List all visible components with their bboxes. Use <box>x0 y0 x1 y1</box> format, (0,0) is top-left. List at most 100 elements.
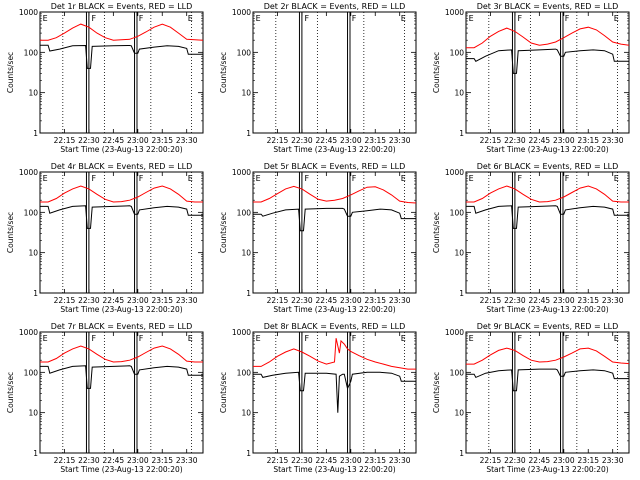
x-tick-label: 23:15 <box>577 456 599 465</box>
flag-label: E <box>43 14 48 23</box>
events-series-line <box>40 365 203 389</box>
x-tick-label: 22:30 <box>504 136 526 145</box>
panel-title: Det 9r BLACK = Events, RED = LLD <box>477 322 619 331</box>
x-tick-label: 22:45 <box>316 456 338 465</box>
y-tick-label: 1 <box>33 289 38 298</box>
lld-series-line <box>466 185 629 203</box>
y-axis-label: Counts/sec <box>6 212 15 253</box>
y-tick-label: 1000 <box>19 328 38 337</box>
y-axis-label: Counts/sec <box>6 52 15 93</box>
x-tick-label: 23:30 <box>602 136 624 145</box>
x-tick-label: 22:30 <box>78 136 100 145</box>
y-tick-label: 1 <box>246 449 251 458</box>
y-tick-label: 10 <box>28 409 38 418</box>
x-axis-label: Start Time (23-Aug-13 22:00:20) <box>60 305 182 314</box>
y-tick-label: 1000 <box>232 8 251 17</box>
y-tick-label: 10 <box>28 89 38 98</box>
x-tick-label: 23:15 <box>151 136 173 145</box>
x-tick-label: 22:15 <box>267 296 289 305</box>
x-tick-label: 22:15 <box>54 456 76 465</box>
x-tick-label: 23:30 <box>389 456 411 465</box>
x-tick-label: 22:15 <box>480 456 502 465</box>
flag-label: E <box>43 174 48 183</box>
y-tick-label: 10 <box>454 249 464 258</box>
flag-label: F <box>518 174 523 183</box>
panel-det-1: Det 1r BLACK = Events, RED = LLD 1 10 100 10… <box>6 2 204 154</box>
flag-label: F <box>565 174 570 183</box>
flag-label: E <box>469 334 474 343</box>
y-tick-label: 100 <box>450 208 465 217</box>
y-tick-label: 1000 <box>19 8 38 17</box>
panel-title: Det 8r BLACK = Events, RED = LLD <box>264 322 406 331</box>
flag-label: F <box>565 14 570 23</box>
y-tick-label: 10 <box>454 409 464 418</box>
x-tick-label: 22:45 <box>103 136 125 145</box>
x-tick-label: 22:30 <box>504 456 526 465</box>
flag-label: E <box>614 174 619 183</box>
events-series-line <box>466 368 629 392</box>
y-tick-label: 100 <box>450 368 465 377</box>
y-tick-label: 1 <box>33 129 38 138</box>
flag-label: F <box>352 334 357 343</box>
x-tick-label: 22:45 <box>103 456 125 465</box>
events-series-line <box>466 48 629 74</box>
y-axis-label: Counts/sec <box>219 372 228 413</box>
x-tick-label: 22:45 <box>316 136 338 145</box>
panel-title: Det 1r BLACK = Events, RED = LLD <box>51 2 193 11</box>
flag-label: E <box>43 334 48 343</box>
flag-label: E <box>256 14 261 23</box>
x-tick-label: 23:15 <box>364 136 386 145</box>
y-tick-label: 10 <box>241 249 251 258</box>
x-tick-label: 22:15 <box>267 456 289 465</box>
events-series-line <box>253 207 416 232</box>
x-tick-label: 23:00 <box>553 456 575 465</box>
lld-series-line <box>40 345 203 363</box>
events-series-line <box>466 205 629 229</box>
y-tick-label: 10 <box>241 409 251 418</box>
x-tick-label: 23:00 <box>127 136 149 145</box>
x-tick-label: 23:00 <box>340 456 362 465</box>
flag-label: F <box>305 174 310 183</box>
x-tick-label: 23:30 <box>602 456 624 465</box>
y-tick-label: 100 <box>237 208 252 217</box>
panel-det-9: Det 9r BLACK = Events, RED = LLD 1 10 100 10… <box>432 322 630 474</box>
panel-det-2: Det 2r BLACK = Events, RED = LLD 1 10 100 10… <box>219 2 417 154</box>
x-tick-label: 23:30 <box>176 456 198 465</box>
panel-det-8: Det 8r BLACK = Events, RED = LLD 1 10 100 10… <box>219 322 417 474</box>
y-tick-label: 1 <box>33 449 38 458</box>
flag-label: F <box>565 334 570 343</box>
x-tick-label: 23:30 <box>389 296 411 305</box>
y-tick-label: 100 <box>237 368 252 377</box>
plot-frame <box>252 11 417 134</box>
y-tick-label: 1 <box>246 289 251 298</box>
plot-frame <box>39 331 204 454</box>
lld-series-line <box>253 185 417 204</box>
x-tick-label: 22:45 <box>316 296 338 305</box>
panel-title: Det 6r BLACK = Events, RED = LLD <box>477 162 619 171</box>
flag-label: F <box>305 14 310 23</box>
lld-series-line <box>466 347 630 365</box>
panel-det-3: Det 3r BLACK = Events, RED = LLD 1 10 100 10… <box>432 2 630 154</box>
x-tick-label: 22:30 <box>291 296 313 305</box>
x-tick-label: 23:00 <box>127 456 149 465</box>
flag-label: F <box>518 14 523 23</box>
plot-frame <box>252 171 417 294</box>
flag-label: E <box>188 334 193 343</box>
plot-frame <box>465 331 630 454</box>
x-tick-label: 23:00 <box>127 296 149 305</box>
flag-label: F <box>92 334 97 343</box>
x-tick-label: 22:15 <box>480 296 502 305</box>
panel-det-4: Det 4r BLACK = Events, RED = LLD 1 10 100 10… <box>6 162 204 314</box>
flag-label: E <box>614 14 619 23</box>
x-tick-label: 23:15 <box>364 296 386 305</box>
x-axis-label: Start Time (23-Aug-13 22:00:20) <box>273 305 395 314</box>
x-tick-label: 22:15 <box>54 136 76 145</box>
x-tick-label: 23:15 <box>151 456 173 465</box>
panel-title: Det 2r BLACK = Events, RED = LLD <box>264 2 406 11</box>
plot-frame <box>465 171 630 294</box>
flag-label: F <box>92 174 97 183</box>
lld-series-line <box>40 23 204 41</box>
panel-det-5: Det 5r BLACK = Events, RED = LLD 1 10 100 10… <box>219 162 417 314</box>
flag-label: E <box>188 14 193 23</box>
y-tick-label: 100 <box>24 48 39 57</box>
